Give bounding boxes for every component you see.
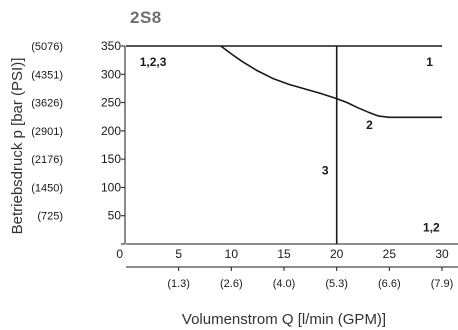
x-tick-label: 5 xyxy=(175,247,182,261)
chart-title: 2S8 xyxy=(130,8,162,27)
y-secondary-tick-label: (1450) xyxy=(31,182,63,194)
x-secondary-tick-label: (6.6) xyxy=(378,278,401,290)
y-secondary-tick-label: (3626) xyxy=(31,98,63,110)
x-secondary-tick-label: (4.0) xyxy=(273,278,296,290)
annotation-label: 1 xyxy=(426,55,433,69)
y-axis-label: Betriebsdruck p [bar (PSI)] xyxy=(9,58,26,235)
y-secondary-tick-label: (5076) xyxy=(31,41,63,53)
y-tick-label: 100 xyxy=(101,180,121,194)
x-axis-label: Volumenstrom Q [l/min (GPM)] xyxy=(182,311,386,328)
y-tick-label: 350 xyxy=(101,39,121,53)
y-secondary-tick-label: (2901) xyxy=(31,126,63,138)
x-secondary-tick-label: (5.3) xyxy=(325,278,348,290)
y-secondary-tick-label: (725) xyxy=(37,211,63,223)
x-tick-label: 25 xyxy=(383,247,397,261)
y-secondary-tick-label: (4351) xyxy=(31,69,63,81)
x-tick-label: 0 xyxy=(116,247,123,261)
annotation-label: 2 xyxy=(366,118,373,132)
y-tick-label: 250 xyxy=(101,96,121,110)
y-tick-label: 50 xyxy=(108,209,122,223)
x-secondary-tick-label: (1.3) xyxy=(167,278,190,290)
annotation-label: 3 xyxy=(322,163,329,177)
x-secondary-tick-label: (7.9) xyxy=(431,278,454,290)
y-tick-label: 300 xyxy=(101,67,121,81)
y-secondary-tick-label: (2176) xyxy=(31,154,63,166)
x-tick-label: 10 xyxy=(225,247,239,261)
x-tick-label: 30 xyxy=(435,247,449,261)
annotation-label: 1,2,3 xyxy=(140,55,167,69)
x-tick-label: 20 xyxy=(330,247,344,261)
x-tick-label: 15 xyxy=(277,247,291,261)
series-line-2 xyxy=(220,45,442,119)
y-tick-label: 150 xyxy=(101,152,121,166)
annotation-label: 1,2 xyxy=(423,221,440,235)
x-secondary-tick-label: (2.6) xyxy=(220,278,243,290)
y-tick-label: 200 xyxy=(101,124,121,138)
